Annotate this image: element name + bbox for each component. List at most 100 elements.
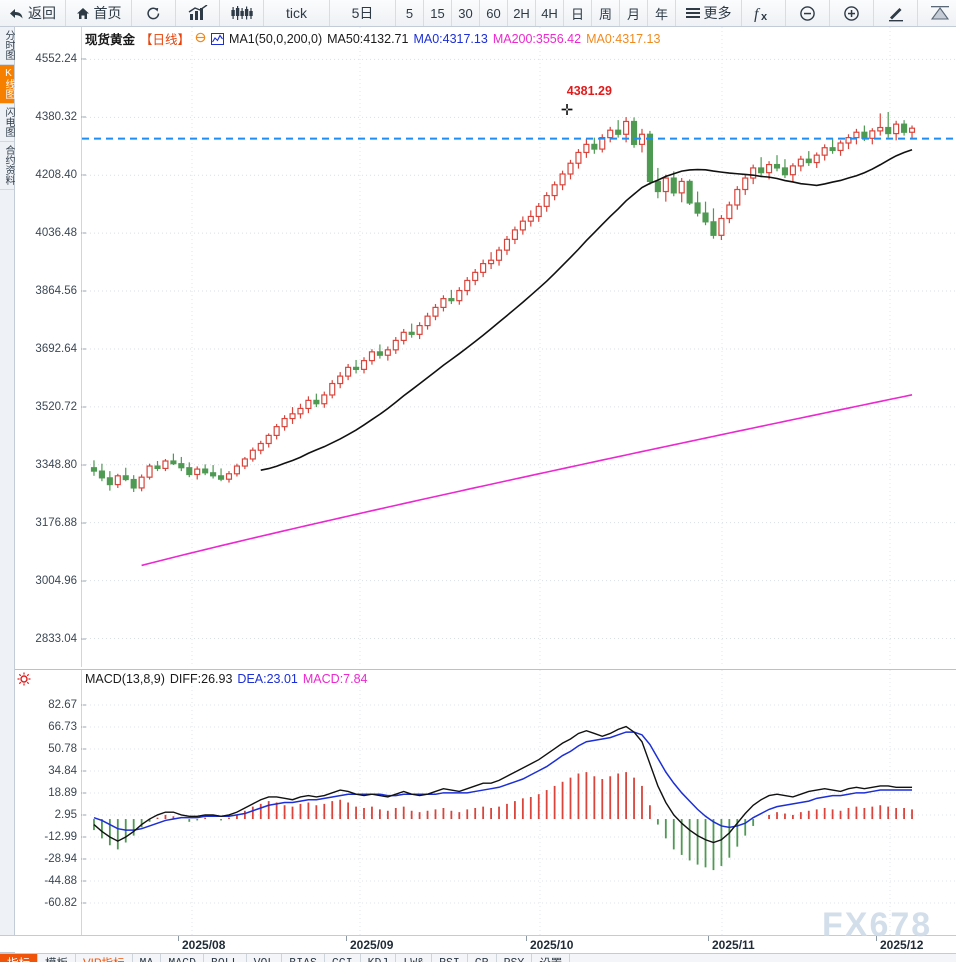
macd-axis-tick (81, 726, 86, 728)
price-axis-tick-label: 3520.72 (35, 400, 77, 413)
macd-panel[interactable]: 82.67 66.73 50.78 34.84 18.89 2.95 -12.99 -28.9… (15, 669, 956, 936)
home-icon (76, 7, 90, 20)
date-axis-label: 2025/08 (177, 936, 226, 952)
price-axis-tick-label: 4380.32 (35, 111, 77, 124)
bottom-tab-bias[interactable]: BIAS (282, 954, 325, 962)
ma0-value-a: MA0:4317.13 (413, 31, 488, 46)
draw-button[interactable] (874, 0, 918, 26)
bottom-tab-vol[interactable]: VOL (247, 954, 283, 962)
price-axis-tick (81, 406, 86, 408)
bottom-tab-settings[interactable]: 设置 (532, 954, 571, 962)
period-year-label: 年 (654, 6, 668, 22)
macd-dea-value: DEA:23.01 (237, 672, 298, 686)
price-axis-tick (81, 116, 86, 118)
period-2h-label: 2H (513, 5, 530, 21)
bottom-tab-lwr[interactable]: LW& (396, 954, 433, 962)
period-year-button[interactable]: 年 (648, 0, 676, 26)
period-15m-button[interactable]: 15 (424, 0, 452, 26)
price-panel[interactable]: 4552.24 4380.32 4208.40 4036.48 3864.56 3692.… (15, 27, 956, 667)
home-label: 首页 (93, 5, 122, 21)
ma-indicator-icon[interactable] (211, 32, 225, 45)
bottom-tab-psy[interactable]: PSY (497, 954, 533, 962)
chart-area[interactable]: 4552.24 4380.32 4208.40 4036.48 3864.56 3692.… (15, 27, 956, 936)
date-axis-label: 2025/09 (345, 936, 394, 952)
price-axis-tick-label: 3176.88 (35, 516, 77, 529)
period-5d-button[interactable]: 5日 (330, 0, 396, 26)
back-label: 返回 (28, 5, 56, 21)
period-60m-button[interactable]: 60 (480, 0, 508, 26)
triangle-up-icon (930, 5, 950, 22)
bottom-tab-template[interactable]: 模板 (38, 954, 76, 962)
peak-price-annotation: 4381.29 (566, 83, 612, 98)
crosshair-marker: ✛ (560, 101, 574, 119)
ma-params-label: MA1(50,0,200,0) (229, 31, 323, 46)
ma0-value-b: MA0:4317.13 (586, 31, 661, 46)
price-legend: 现货黄金 【日线】 MA1(50,0,200,0) MA50:4132.71 M… (85, 29, 660, 48)
bottom-tab-macd[interactable]: MACD (161, 954, 204, 962)
macd-title: MACD(13,8,9) (85, 672, 165, 686)
candlestick-icon (230, 5, 253, 21)
macd-axis-tick-label: -28.94 (44, 852, 77, 865)
macd-settings-icon[interactable] (17, 672, 31, 686)
settings-dot-icon[interactable] (195, 32, 206, 46)
chart-bars-icon (188, 5, 208, 21)
more-button[interactable]: 更多 (676, 0, 742, 26)
ma200-value: MA200:3556.42 (492, 31, 582, 46)
macd-axis-tick-label: -44.88 (44, 874, 77, 887)
candlestick-button[interactable] (220, 0, 264, 26)
back-button[interactable]: 返回 (0, 0, 66, 26)
period-5m-button[interactable]: 5 (396, 0, 424, 26)
period-day-label: 日 (570, 6, 584, 22)
macd-axis-tick (81, 836, 86, 838)
price-axis-tick-label: 3348.80 (35, 458, 77, 471)
bottom-tab-vip-indicator[interactable]: VIP指标 (76, 954, 133, 962)
macd-diff-value: DIFF:26.93 (169, 672, 233, 686)
price-chart-svg (82, 27, 956, 667)
hamburger-icon (685, 7, 700, 19)
bottom-tab-rsi[interactable]: RSI (432, 954, 468, 962)
macd-axis-tick (81, 858, 86, 860)
sidebar-item-lightning[interactable]: 闪电图 (0, 104, 14, 142)
chart-type-button[interactable] (176, 0, 220, 26)
period-2h-button[interactable]: 2H (508, 0, 536, 26)
bottom-indicator-bar: 指标模板VIP指标MAMACDBOLLVOLBIASCCIKDJLW&RSICR… (0, 953, 956, 962)
symbol-label: 现货黄金 (85, 33, 136, 47)
zoom-in-icon (843, 5, 860, 22)
macd-plot[interactable]: MACD(13,8,9) DIFF:26.93 DEA:23.01 MACD:7… (82, 670, 956, 936)
macd-axis-tick (81, 880, 86, 882)
macd-chart-svg (82, 670, 956, 936)
svg-text:x: x (761, 11, 768, 22)
bottom-tab-cci[interactable]: CCI (325, 954, 361, 962)
date-axis-label: 2025/10 (525, 936, 574, 952)
zoom-out-button[interactable] (786, 0, 830, 26)
price-axis-tick (81, 464, 86, 466)
sidebar-item-kline[interactable]: K线图 (0, 65, 14, 104)
price-plot[interactable]: 现货黄金 【日线】 MA1(50,0,200,0) MA50:4132.71 M… (82, 27, 956, 667)
price-axis-tick-label: 4552.24 (35, 53, 77, 66)
price-axis-tick (81, 174, 86, 176)
price-axis-tick-label: 3864.56 (35, 285, 77, 298)
period-month-button[interactable]: 月 (620, 0, 648, 26)
bottom-tab-cr[interactable]: CR (468, 954, 497, 962)
bottom-tab-indicator[interactable]: 指标 (0, 954, 38, 962)
bottom-tab-kdj[interactable]: KDJ (361, 954, 397, 962)
price-axis-tick (81, 348, 86, 350)
zoom-in-button[interactable] (830, 0, 874, 26)
sidebar-item-timeshare[interactable]: 分时图 (0, 27, 14, 65)
sidebar-item-contract-info[interactable]: 合约资料 (0, 142, 14, 190)
macd-axis-tick-label: 2.95 (54, 808, 77, 821)
macd-y-axis: 82.67 66.73 50.78 34.84 18.89 2.95 -12.99 -28.9… (15, 670, 86, 935)
macd-axis-tick (81, 792, 86, 794)
triangle-up-button[interactable] (918, 0, 956, 26)
period-label: 【日线】 (140, 33, 191, 47)
tick-button[interactable]: tick (264, 0, 330, 26)
bottom-tab-ma[interactable]: MA (133, 954, 162, 962)
formula-button[interactable]: f x (742, 0, 786, 26)
bottom-tab-boll[interactable]: BOLL (204, 954, 247, 962)
period-30m-button[interactable]: 30 (452, 0, 480, 26)
home-button[interactable]: 首页 (66, 0, 132, 26)
period-week-button[interactable]: 周 (592, 0, 620, 26)
period-4h-button[interactable]: 4H (536, 0, 564, 26)
period-day-button[interactable]: 日 (564, 0, 592, 26)
refresh-button[interactable] (132, 0, 176, 26)
